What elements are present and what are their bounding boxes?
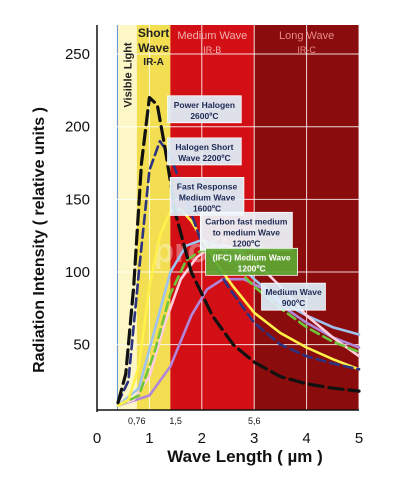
x-boundary-label: 1,5 — [169, 416, 182, 426]
y-tick-label: 150 — [65, 191, 90, 208]
series-line-power-halogen-2600-c — [116, 96, 361, 405]
label-fast-response-text: Fast Response — [177, 181, 238, 191]
x-tick-label: 0 — [93, 430, 101, 447]
band-label-long-wave: Long Wave — [279, 30, 334, 42]
label-carbon-text: Carbon fast medium — [205, 216, 288, 226]
series-line-medium-wave-900-c — [116, 277, 361, 407]
x-tick-label: 5 — [355, 430, 363, 447]
label-medium-wave-900-box — [261, 282, 326, 311]
x-boundary-label: 0,76 — [128, 416, 146, 426]
series-lines — [116, 96, 361, 407]
y-tick-label: 50 — [73, 337, 90, 354]
band-label-medium-wave: Medium Wave — [177, 30, 247, 42]
x-tick-label: 4 — [302, 430, 310, 447]
x-tick-label: 1 — [145, 430, 153, 447]
label-halogen-short-box — [167, 137, 242, 166]
x-tick-label: 2 — [198, 430, 206, 447]
y-tick-label: 200 — [65, 119, 90, 136]
label-medium-wave-900-text: 900ºC — [282, 298, 305, 308]
label-power-halogen-box — [167, 95, 242, 124]
label-halogen-short-text: Halogen Short — [175, 142, 233, 152]
label-ifc-text: (IFC) Medium Wave — [213, 252, 291, 262]
y-axis-title: Radiation Intensity ( relative units ) — [31, 107, 48, 373]
series-line-halogen-short-wave-2200-c — [116, 139, 361, 404]
tick-labels: 0 1 2 3 4 5 50 100 150 200 250 0,76 1,5 5,6 — [65, 46, 363, 447]
y-tick-label: 100 — [65, 264, 90, 281]
label-power-halogen-text: 2600ºC — [190, 111, 218, 121]
label-fast-response-text: 1600ºC — [193, 203, 221, 213]
x-axis-title: Wave Length ( µm ) — [167, 447, 323, 466]
label-medium-wave-900-text: Medium Wave — [265, 287, 322, 297]
y-tick-label: 250 — [65, 46, 90, 63]
label-carbon-text: 1200ºC — [232, 238, 260, 248]
axes — [96, 25, 359, 412]
x-boundary-label: 5,6 — [248, 416, 261, 426]
band-sublabel-medium-wave: IR-B — [203, 45, 221, 55]
label-carbon-box — [199, 211, 293, 251]
label-ifc-box — [205, 247, 298, 276]
label-fast-response-text: Medium Wave — [179, 192, 236, 202]
band-label-short-wave-line: Short — [138, 26, 169, 40]
label-fast-response-box — [169, 177, 245, 216]
band-sublabel-long-wave: IR-C — [297, 45, 316, 55]
label-power-halogen-text: Power Halogen — [174, 100, 235, 110]
label-ifc-text: 1200ºC — [238, 263, 266, 273]
band-sublabel-short-wave: IR-A — [143, 57, 164, 68]
label-halogen-short-text: Wave 2200ºC — [178, 153, 230, 163]
band-visible — [116, 25, 118, 410]
x-tick-label: 3 — [250, 430, 258, 447]
band-label-short-wave-line: Wave — [138, 41, 169, 55]
band-label-visible-light: Visible Light — [122, 42, 134, 108]
label-carbon-text: to medium Wave — [213, 227, 280, 237]
